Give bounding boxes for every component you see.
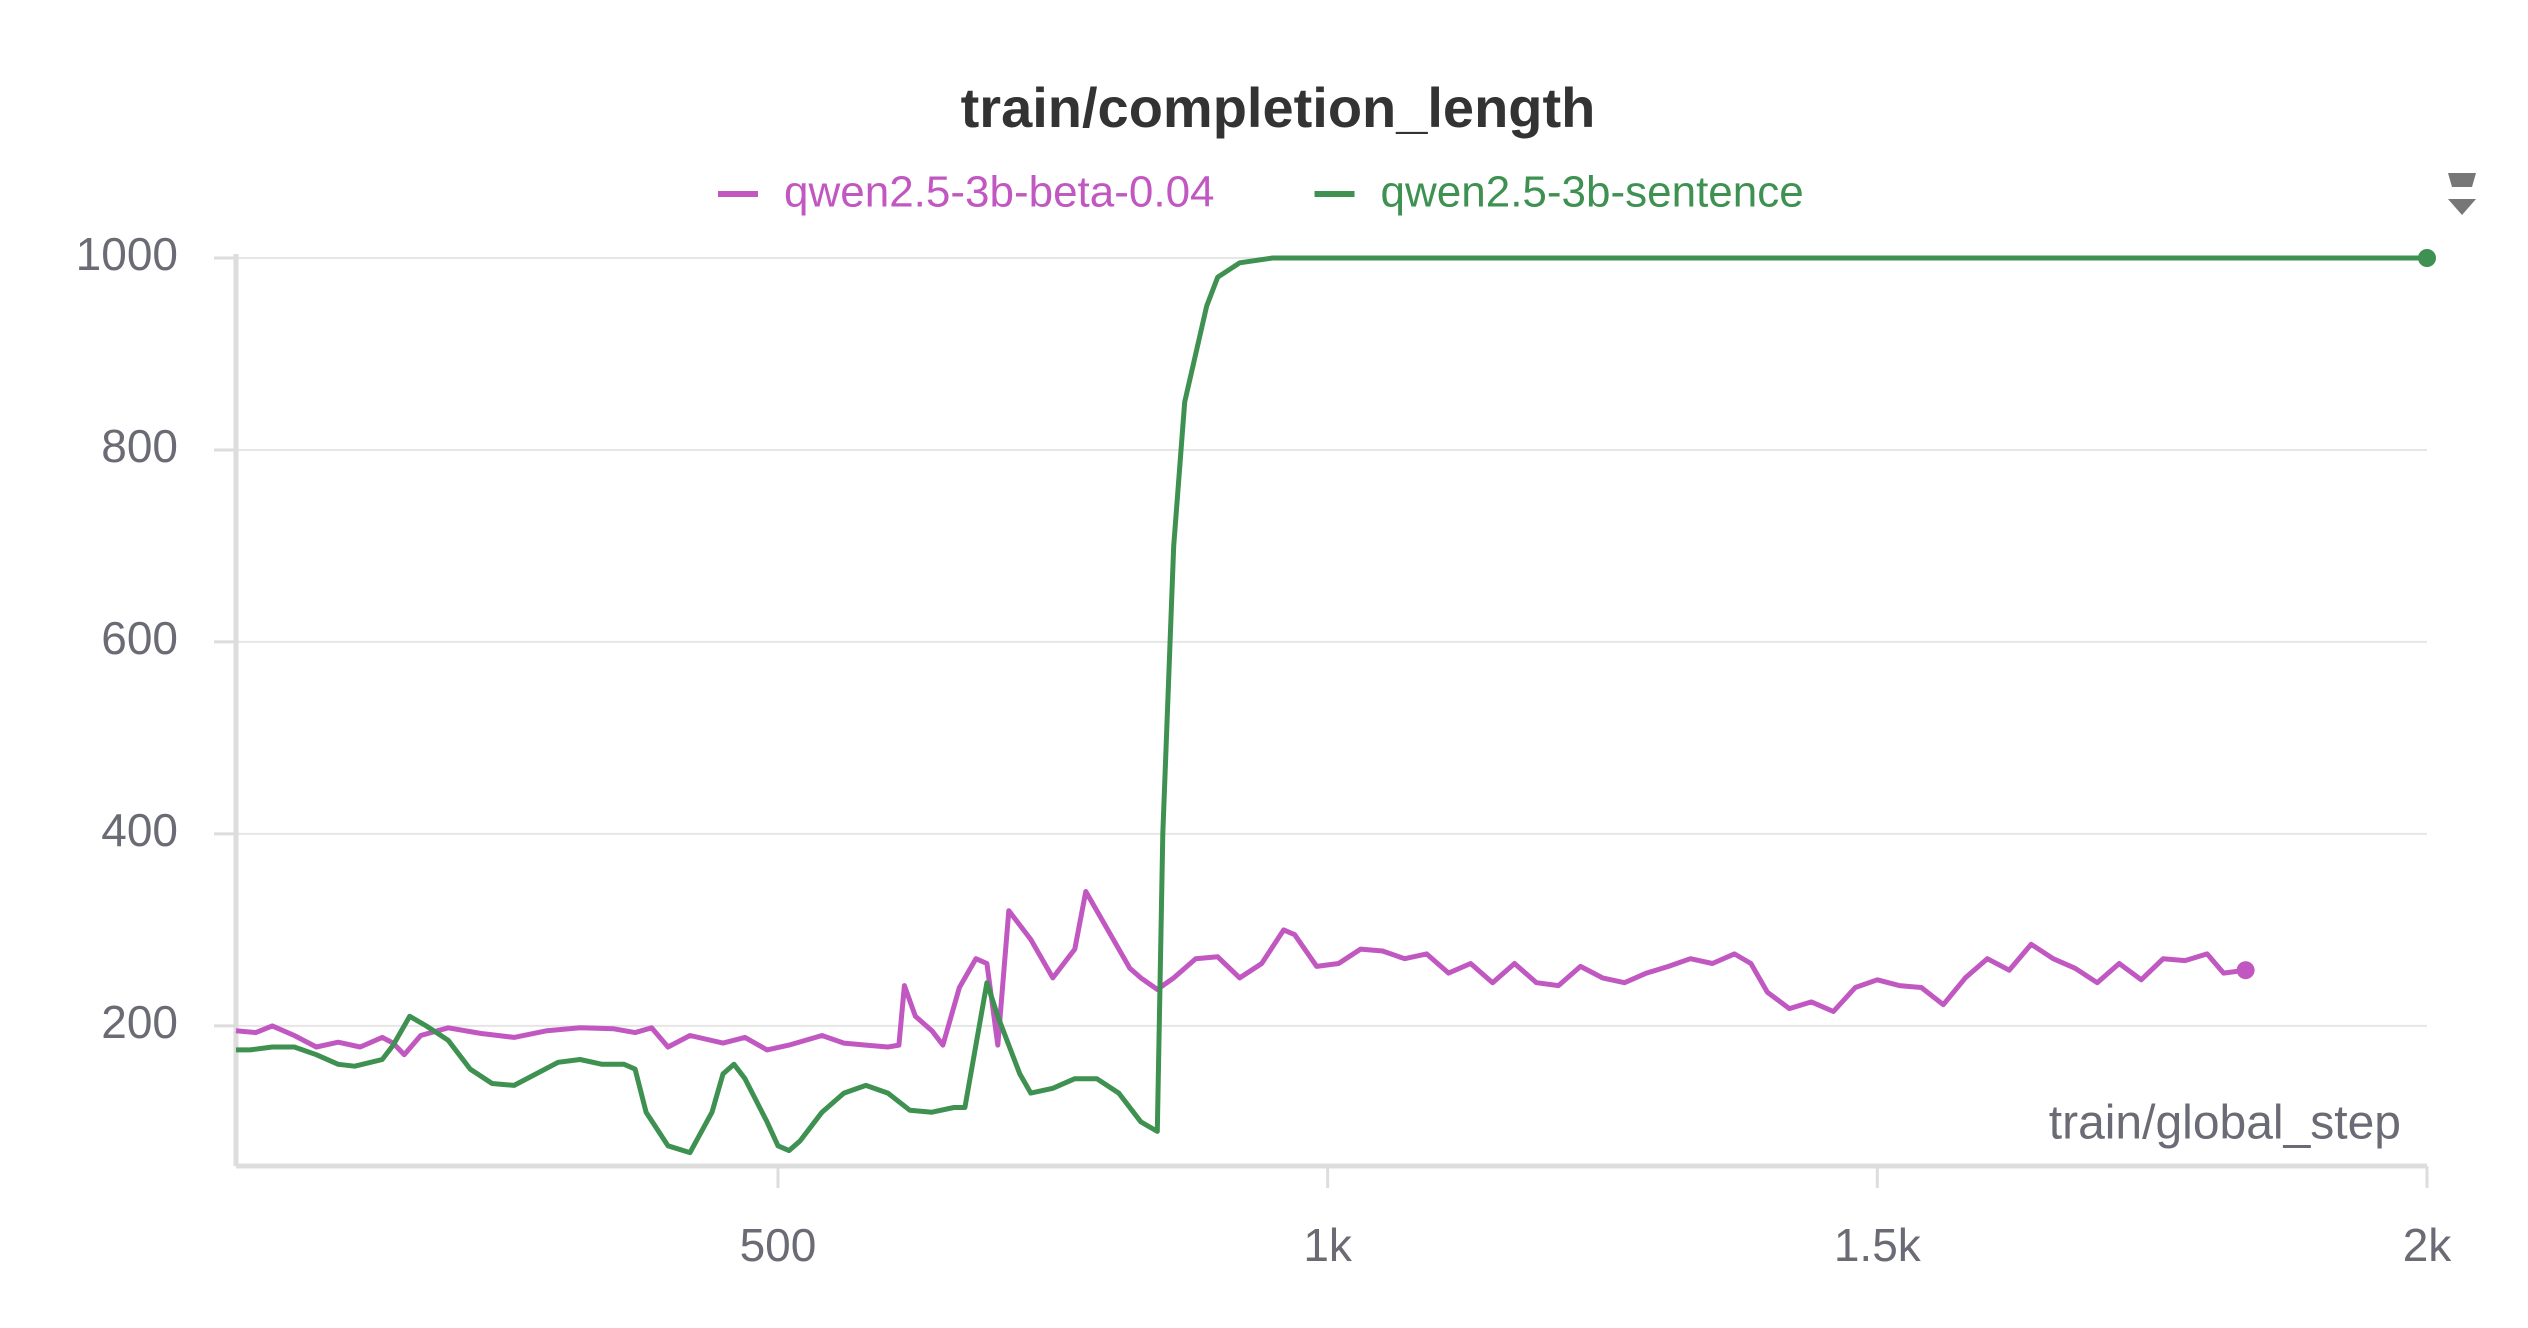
- y-tick-label: 400: [101, 804, 178, 856]
- end-point: [2236, 961, 2255, 980]
- legend-label: qwen2.5-3b-beta-0.04: [784, 168, 1215, 217]
- y-tick-label: 600: [101, 612, 178, 664]
- x-axis-label: train/global_step: [2049, 1097, 2401, 1150]
- y-tick-label: 200: [101, 996, 178, 1048]
- series-line: [235, 889, 2246, 1058]
- x-tick-label: 500: [740, 1219, 817, 1271]
- end-point: [2418, 249, 2436, 267]
- menu-icon[interactable]: [2448, 173, 2476, 215]
- y-tick-label: 800: [101, 420, 178, 472]
- y-tick-label: 1000: [76, 228, 178, 280]
- series-line: [236, 255, 2427, 1156]
- legend-label: qwen2.5-3b-sentence: [1381, 168, 1804, 217]
- chart-title: train/completion_length: [961, 76, 1596, 139]
- x-tick-label: 2k: [2403, 1219, 2453, 1271]
- x-tick-label: 1k: [1303, 1219, 1353, 1271]
- x-tick-label: 1.5k: [1834, 1219, 1922, 1271]
